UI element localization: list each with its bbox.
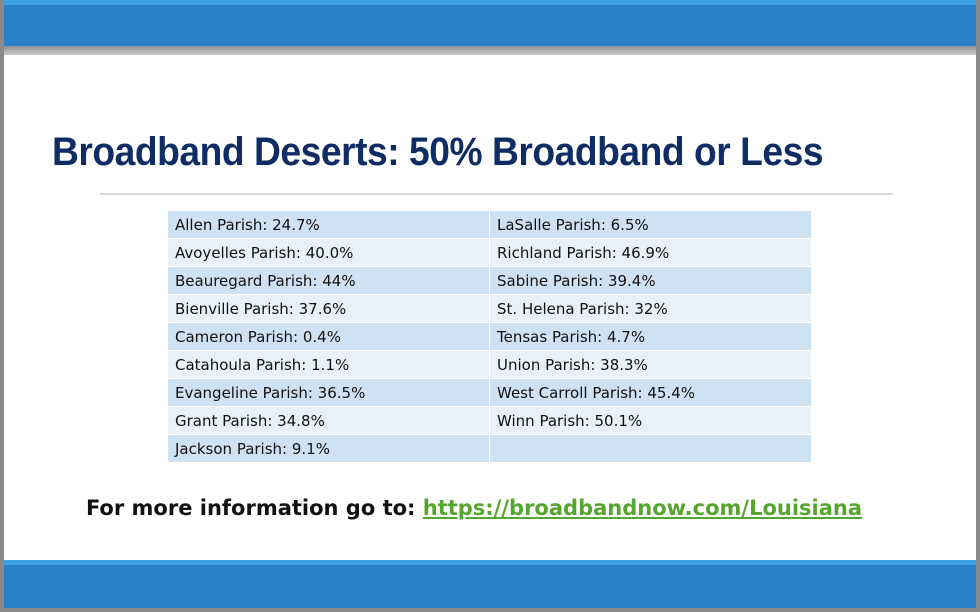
table-cell: Catahoula Parish: 1.1% bbox=[167, 350, 490, 379]
table-row: Allen Parish: 24.7% LaSalle Parish: 6.5% bbox=[167, 210, 812, 239]
table-row: Beauregard Parish: 44% Sabine Parish: 39.… bbox=[167, 266, 812, 295]
slide-title: Broadband Deserts: 50% Broadband or Less bbox=[52, 130, 824, 174]
table-cell: LaSalle Parish: 6.5% bbox=[489, 210, 812, 239]
table-row: Bienville Parish: 37.6% St. Helena Parish… bbox=[167, 294, 812, 323]
table-cell: Jackson Parish: 9.1% bbox=[167, 434, 490, 463]
table-cell: Tensas Parish: 4.7% bbox=[489, 322, 812, 351]
header-band bbox=[4, 0, 976, 46]
title-divider bbox=[100, 193, 893, 195]
footer-band bbox=[4, 560, 976, 608]
info-link[interactable]: https://broadbandnow.com/Louisiana bbox=[422, 496, 863, 520]
table-cell bbox=[489, 434, 812, 463]
parish-table: Allen Parish: 24.7% LaSalle Parish: 6.5% A… bbox=[167, 210, 812, 463]
header-band-shadow bbox=[4, 46, 976, 55]
table-cell: Richland Parish: 46.9% bbox=[489, 238, 812, 267]
table-row: Evangeline Parish: 36.5% West Carroll Par… bbox=[167, 378, 812, 407]
table-cell: St. Helena Parish: 32% bbox=[489, 294, 812, 323]
slide: Broadband Deserts: 50% Broadband or Less… bbox=[4, 0, 976, 608]
table-row: Cameron Parish: 0.4% Tensas Parish: 4.7% bbox=[167, 322, 812, 351]
table-cell: Beauregard Parish: 44% bbox=[167, 266, 490, 295]
table-cell: Winn Parish: 50.1% bbox=[489, 406, 812, 435]
table-row: Grant Parish: 34.8% Winn Parish: 50.1% bbox=[167, 406, 812, 435]
info-text: For more information go to: bbox=[85, 496, 416, 520]
table-cell: Sabine Parish: 39.4% bbox=[489, 266, 812, 295]
info-line: For more information go to: https://broa… bbox=[4, 496, 944, 520]
table-cell: Avoyelles Parish: 40.0% bbox=[167, 238, 490, 267]
table-cell: West Carroll Parish: 45.4% bbox=[489, 378, 812, 407]
table-cell: Allen Parish: 24.7% bbox=[167, 210, 490, 239]
table-cell: Grant Parish: 34.8% bbox=[167, 406, 490, 435]
table-cell: Evangeline Parish: 36.5% bbox=[167, 378, 490, 407]
table-cell: Union Parish: 38.3% bbox=[489, 350, 812, 379]
table-cell: Bienville Parish: 37.6% bbox=[167, 294, 490, 323]
table-row: Avoyelles Parish: 40.0% Richland Parish: … bbox=[167, 238, 812, 267]
table-row: Jackson Parish: 9.1% bbox=[167, 434, 812, 463]
table-row: Catahoula Parish: 1.1% Union Parish: 38.3… bbox=[167, 350, 812, 379]
table-cell: Cameron Parish: 0.4% bbox=[167, 322, 490, 351]
